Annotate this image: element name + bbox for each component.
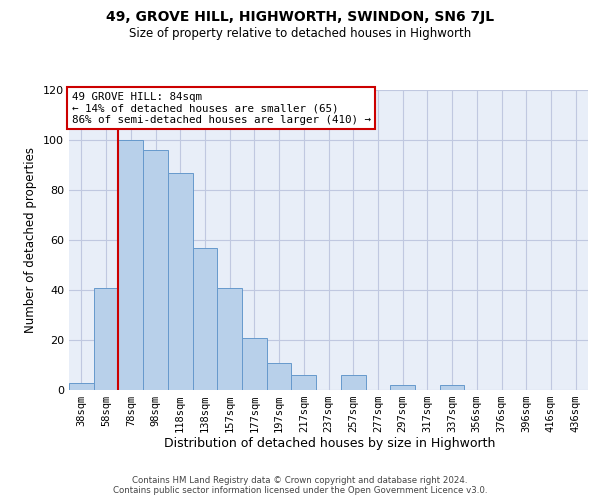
Text: Distribution of detached houses by size in Highworth: Distribution of detached houses by size … bbox=[164, 438, 496, 450]
Bar bbox=[69, 382, 94, 390]
Bar bbox=[168, 172, 193, 390]
Bar bbox=[242, 338, 267, 390]
Bar bbox=[118, 140, 143, 390]
Bar bbox=[267, 362, 292, 390]
Bar bbox=[143, 150, 168, 390]
Bar bbox=[341, 375, 365, 390]
Bar bbox=[217, 288, 242, 390]
Bar bbox=[440, 385, 464, 390]
Text: 49 GROVE HILL: 84sqm
← 14% of detached houses are smaller (65)
86% of semi-detac: 49 GROVE HILL: 84sqm ← 14% of detached h… bbox=[71, 92, 371, 124]
Bar bbox=[193, 248, 217, 390]
Bar bbox=[292, 375, 316, 390]
Text: Size of property relative to detached houses in Highworth: Size of property relative to detached ho… bbox=[129, 28, 471, 40]
Text: 49, GROVE HILL, HIGHWORTH, SWINDON, SN6 7JL: 49, GROVE HILL, HIGHWORTH, SWINDON, SN6 … bbox=[106, 10, 494, 24]
Bar bbox=[390, 385, 415, 390]
Text: Contains HM Land Registry data © Crown copyright and database right 2024.
Contai: Contains HM Land Registry data © Crown c… bbox=[113, 476, 487, 495]
Y-axis label: Number of detached properties: Number of detached properties bbox=[25, 147, 37, 333]
Bar bbox=[94, 288, 118, 390]
